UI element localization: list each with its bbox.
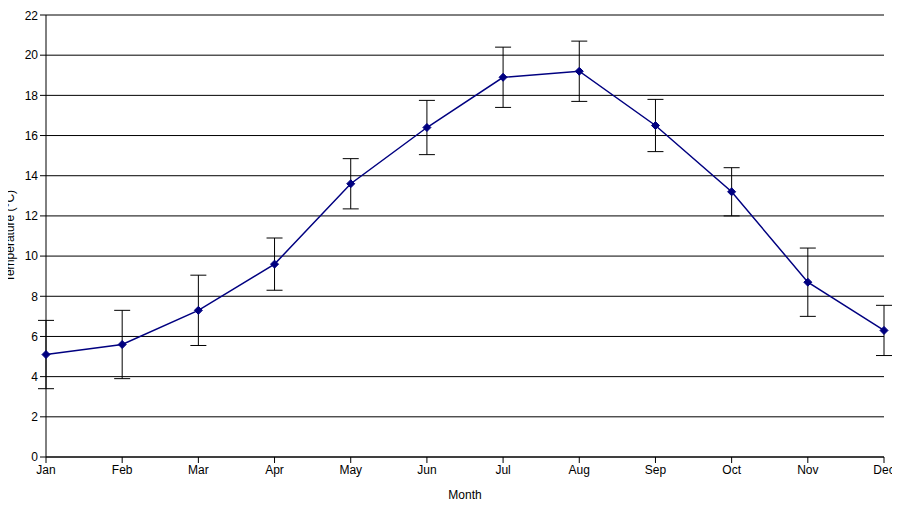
svg-text:Aug: Aug [569,463,590,477]
svg-text:Apr: Apr [265,463,284,477]
svg-text:10: 10 [25,249,39,263]
svg-text:Jan: Jan [36,463,55,477]
svg-text:16: 16 [25,129,39,143]
svg-text:Feb: Feb [112,463,133,477]
svg-text:Oct: Oct [722,463,741,477]
svg-text:6: 6 [31,330,38,344]
svg-text:2: 2 [31,410,38,424]
svg-text:Mar: Mar [188,463,209,477]
svg-text:Dec: Dec [873,463,892,477]
svg-text:Temperature (°C): Temperature (°C) [8,190,17,282]
svg-text:12: 12 [25,209,39,223]
svg-text:Month: Month [448,488,481,502]
svg-text:Sep: Sep [645,463,667,477]
svg-text:Jun: Jun [417,463,436,477]
svg-text:8: 8 [31,290,38,304]
svg-text:Nov: Nov [797,463,818,477]
svg-text:May: May [339,463,362,477]
svg-text:14: 14 [25,169,39,183]
svg-text:0: 0 [31,450,38,464]
svg-text:Jul: Jul [495,463,510,477]
svg-text:4: 4 [31,370,38,384]
svg-text:18: 18 [25,89,39,103]
svg-text:20: 20 [25,48,39,62]
svg-text:22: 22 [25,9,39,23]
